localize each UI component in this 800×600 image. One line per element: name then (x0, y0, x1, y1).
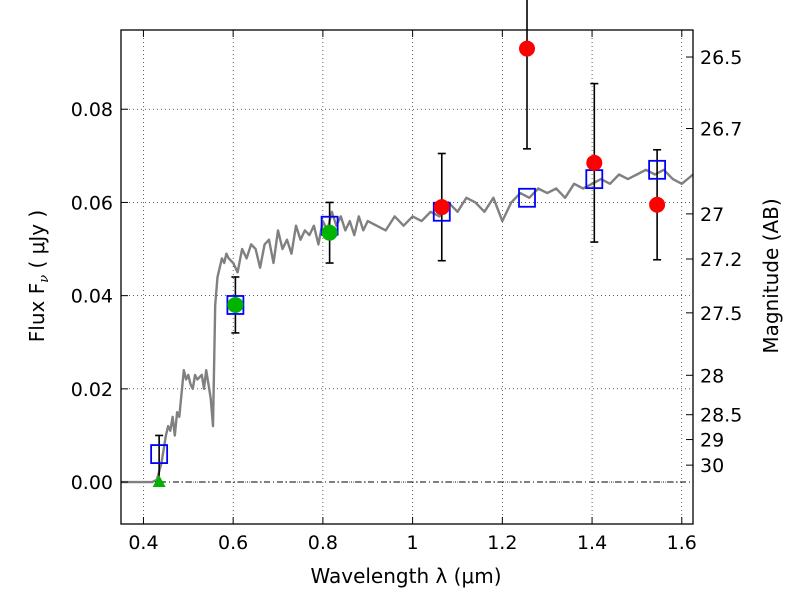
model-photometry-square (648, 159, 667, 180)
low-sn-point (433, 199, 450, 216)
x-tick-label: 0.4 (128, 532, 158, 554)
model-photometry-square (518, 187, 536, 208)
y-axis-label: Flux Fν ( μJy ) (25, 210, 52, 342)
x-tick-label: 1.6 (667, 532, 697, 554)
y-tick-label: 0.06 (71, 192, 113, 214)
plot-frame (120, 29, 694, 525)
x-tick-label: 1.4 (577, 532, 607, 554)
y2-tick-label: 28.5 (700, 405, 742, 427)
low-sn-point (649, 196, 666, 213)
y2-tick-label: 27.5 (700, 303, 742, 325)
y-tick-label: 0.04 (71, 286, 113, 308)
x-tick-label: 0.6 (218, 532, 248, 554)
y-tick-label: 0.00 (71, 472, 113, 494)
x-tick-label: 1 (407, 532, 419, 554)
low-sn-point (519, 40, 536, 57)
y2-tick-label: 26.7 (700, 119, 742, 141)
plot-area (121, 0, 694, 488)
detection-point (227, 296, 244, 313)
y2-tick-label: 30 (700, 455, 724, 477)
y-axis-label-unit: ( μJy ) (25, 210, 49, 275)
y-axis-label-sub: ν (37, 275, 52, 283)
detection-point (321, 224, 338, 241)
y2-tick-label: 27 (700, 204, 724, 226)
y-tick-label: 0.02 (71, 379, 113, 401)
upper-limit-triangle (152, 475, 166, 488)
low-sn-point (586, 154, 603, 171)
model-photometry-square (150, 444, 169, 464)
y-tick-label: 0.08 (71, 99, 113, 121)
x-axis-label: Wavelength λ (μm) (310, 564, 501, 588)
y2-axis-label: Magnitude (AB) (759, 198, 783, 353)
y2-tick-label: 29 (700, 430, 724, 452)
y2-tick-label: 27.2 (700, 249, 742, 271)
grid (121, 30, 693, 524)
model-spectrum-line (121, 168, 694, 484)
axis-ticks: 0.4 0.6 0.8 1 1.2 1.4 1.6 0.00 0.02 0.04 0.06 0.08 2… (71, 30, 742, 554)
y2-tick-label: 28 (700, 365, 724, 387)
x-tick-label: 1.2 (487, 532, 517, 554)
y-axis-label-main: Flux F (25, 283, 49, 342)
x-tick-label: 0.8 (308, 532, 338, 554)
y2-tick-label: 26.5 (700, 47, 742, 69)
